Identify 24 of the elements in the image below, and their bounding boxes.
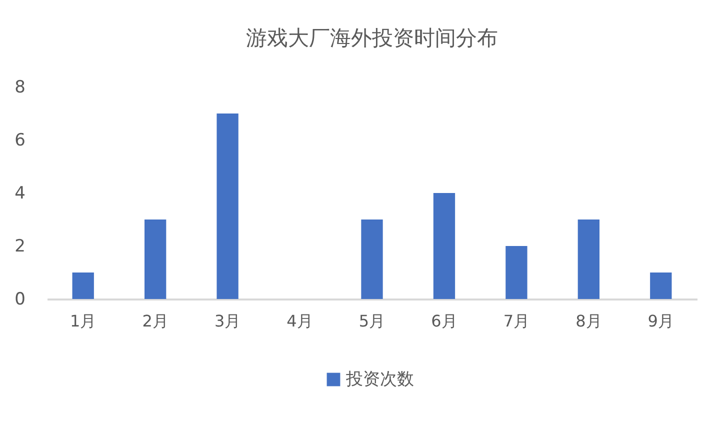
bar	[216, 114, 238, 299]
y-tick-label: 6	[14, 130, 26, 150]
y-tick-label: 2	[14, 236, 26, 256]
x-tick-label: 6月	[431, 312, 458, 330]
x-tick-label: 5月	[358, 312, 386, 330]
bar	[433, 193, 456, 299]
x-tick-label: 2月	[142, 312, 168, 330]
y-tick-label: 8	[14, 78, 26, 98]
bar	[506, 246, 528, 299]
x-tick-label: 1月	[70, 312, 96, 330]
chart-title: 游戏大厂海外投资时间分布	[246, 26, 498, 50]
x-tick-label: 4月	[286, 312, 313, 330]
y-tick-label: 4	[14, 184, 26, 204]
x-tick-label: 7月	[503, 312, 530, 330]
bar	[361, 220, 383, 299]
bar	[144, 220, 166, 299]
x-tick-label: 3月	[214, 312, 241, 330]
x-tick-label: 8月	[576, 312, 602, 330]
bar	[650, 272, 672, 299]
x-tick-label: 9月	[648, 312, 674, 330]
y-tick-label: 0	[14, 290, 26, 310]
bar	[72, 272, 94, 299]
bar	[578, 220, 600, 299]
legend-label: 投资次数	[345, 370, 414, 390]
